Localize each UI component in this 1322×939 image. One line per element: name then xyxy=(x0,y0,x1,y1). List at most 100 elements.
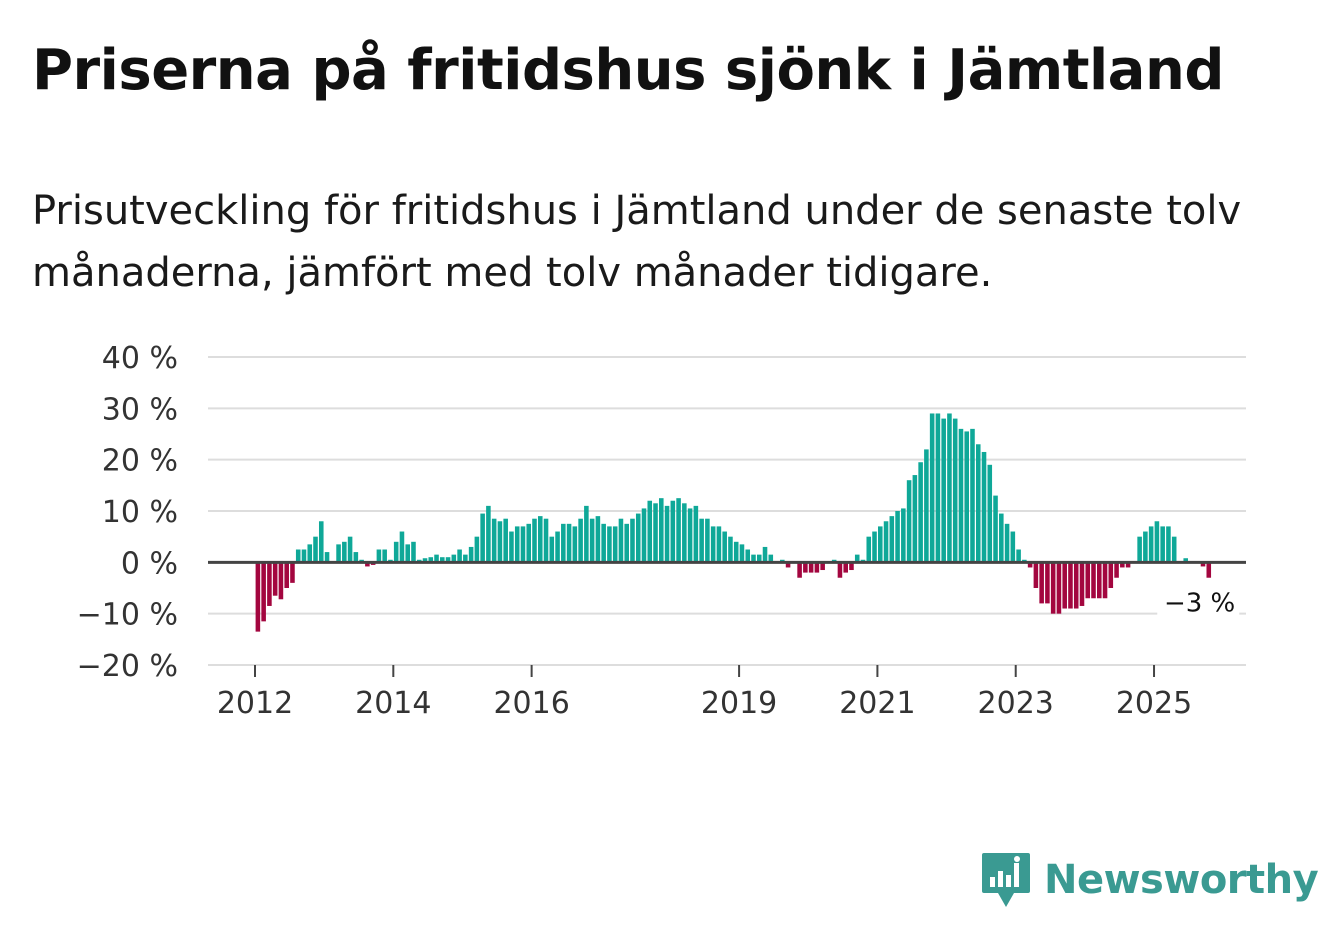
bar xyxy=(705,518,710,563)
bar xyxy=(630,518,635,563)
bar xyxy=(872,531,877,563)
bar xyxy=(1097,562,1102,599)
bar xyxy=(1171,536,1177,563)
bar xyxy=(947,413,952,563)
bar xyxy=(532,518,537,563)
bar xyxy=(509,531,514,563)
bar xyxy=(318,521,324,563)
x-tick-label: 2025 xyxy=(1116,686,1192,721)
bar xyxy=(699,518,704,563)
bar xyxy=(347,536,353,563)
bar xyxy=(958,428,964,563)
bar xyxy=(866,536,872,563)
bar xyxy=(1050,562,1056,614)
bar xyxy=(1045,562,1050,604)
bars xyxy=(255,413,1212,632)
grid-lines xyxy=(208,356,1246,666)
bar xyxy=(843,562,848,573)
bar xyxy=(572,526,578,563)
bar xyxy=(451,554,457,563)
bar xyxy=(1079,562,1085,606)
bar xyxy=(981,451,987,563)
bar xyxy=(376,549,382,563)
bar xyxy=(290,562,295,583)
bar xyxy=(906,480,912,563)
x-tick-label: 2023 xyxy=(978,686,1054,721)
bar xyxy=(1091,562,1096,599)
bar xyxy=(468,546,474,563)
bar xyxy=(999,513,1004,563)
bar xyxy=(1108,562,1114,588)
y-axis-ticks: 40 % 30 % 20 % 10 % 0 % −10 % −20 % xyxy=(77,341,178,684)
bar xyxy=(1148,526,1154,563)
bar xyxy=(970,428,975,563)
bar xyxy=(267,562,272,606)
bar xyxy=(1114,562,1119,578)
bar xyxy=(756,554,762,563)
bar xyxy=(1137,536,1142,563)
x-axis-ticks: 2012 2014 2016 2019 2021 2023 2025 xyxy=(217,665,1192,721)
bar xyxy=(382,549,387,563)
bar xyxy=(1154,521,1160,563)
y-tick-label: 40 % xyxy=(102,341,178,376)
bar xyxy=(1206,562,1212,578)
newsworthy-logo-icon xyxy=(982,853,1030,907)
bar xyxy=(624,523,629,563)
bar xyxy=(555,531,560,563)
bar xyxy=(722,531,727,563)
bar xyxy=(1143,531,1148,563)
bar xyxy=(820,562,825,571)
x-tick-label: 2012 xyxy=(217,686,293,721)
bar xyxy=(255,562,261,632)
bar xyxy=(584,505,589,563)
bar xyxy=(428,557,434,563)
bar xyxy=(739,544,745,563)
bar xyxy=(411,541,416,563)
bar xyxy=(491,518,497,563)
bar xyxy=(924,449,929,563)
y-tick-label: 0 % xyxy=(121,546,178,581)
bar xyxy=(647,500,653,563)
bar xyxy=(301,549,307,563)
bar xyxy=(837,562,843,578)
bar xyxy=(918,462,923,563)
bar xyxy=(676,498,681,563)
bar xyxy=(849,562,854,571)
bar xyxy=(883,521,889,563)
bar xyxy=(975,444,981,563)
bar xyxy=(434,554,439,563)
bar xyxy=(1068,562,1073,609)
bar xyxy=(284,562,289,588)
bar xyxy=(272,562,278,596)
bar xyxy=(278,562,284,600)
annotation-background xyxy=(1157,587,1240,622)
bar xyxy=(814,562,820,573)
bar xyxy=(324,552,330,563)
bar xyxy=(399,531,405,563)
bar xyxy=(745,549,751,563)
bar xyxy=(710,526,716,563)
bar xyxy=(589,518,595,563)
bar xyxy=(393,541,399,563)
bar xyxy=(1027,562,1033,568)
bar xyxy=(659,498,664,563)
bar xyxy=(682,503,687,563)
bar xyxy=(549,536,555,563)
bar xyxy=(762,546,768,563)
bar xyxy=(751,554,756,563)
y-tick-label: −20 % xyxy=(77,649,178,684)
bar xyxy=(595,516,601,563)
end-value-label: −3 % xyxy=(1164,589,1235,619)
bar xyxy=(854,554,860,563)
bar xyxy=(514,526,520,563)
bar xyxy=(336,544,341,563)
bar xyxy=(543,518,549,563)
bar xyxy=(1120,562,1125,568)
y-tick-label: 20 % xyxy=(102,444,178,479)
newsworthy-brand: Newsworthy xyxy=(980,850,1319,910)
bar xyxy=(342,541,347,563)
bar xyxy=(566,523,572,563)
x-tick-label: 2014 xyxy=(355,686,431,721)
bar xyxy=(768,554,774,563)
y-tick-label: −10 % xyxy=(77,598,178,633)
